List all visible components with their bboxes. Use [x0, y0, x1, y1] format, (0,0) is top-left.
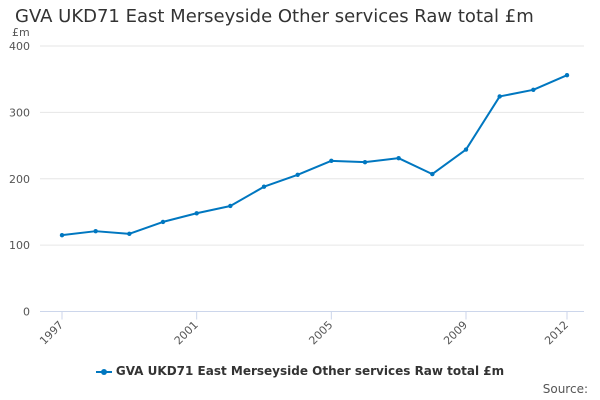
data-point — [531, 87, 536, 93]
y-tick-label: 100 — [9, 239, 30, 252]
x-tick-label: 2001 — [172, 318, 201, 347]
legend-label: GVA UKD71 East Merseyside Other services… — [115, 364, 505, 378]
y-tick-label: 400 — [9, 40, 30, 53]
legend-swatch — [95, 368, 112, 375]
y-tick-label: 0 — [23, 306, 30, 319]
data-point — [59, 232, 65, 238]
data-point — [463, 147, 469, 152]
data-point — [194, 211, 199, 216]
source-label: Source: — [542, 382, 588, 396]
series-line — [61, 74, 568, 237]
legend[interactable]: GVA UKD71 East Merseyside Other services… — [0, 364, 600, 378]
x-tick-label: 2012 — [542, 318, 571, 347]
y-axis-label: £m — [12, 26, 30, 39]
data-point — [396, 155, 401, 161]
x-tick-label: 1997 — [37, 318, 66, 347]
data-point — [497, 94, 502, 99]
data-point — [295, 172, 300, 177]
data-point — [564, 73, 570, 78]
data-point — [160, 219, 166, 225]
x-tick-label: 2009 — [441, 318, 470, 347]
data-point — [261, 184, 267, 189]
data-point — [127, 231, 132, 237]
y-tick-label: 300 — [9, 106, 30, 119]
data-point — [362, 159, 368, 165]
x-tick-label: 2005 — [306, 318, 335, 347]
chart-title: GVA UKD71 East Merseyside Other services… — [15, 6, 534, 27]
data-point — [228, 203, 233, 209]
y-tick-label: 200 — [9, 173, 30, 186]
data-point — [329, 158, 334, 164]
data-point — [430, 171, 435, 177]
data-point — [93, 228, 98, 234]
